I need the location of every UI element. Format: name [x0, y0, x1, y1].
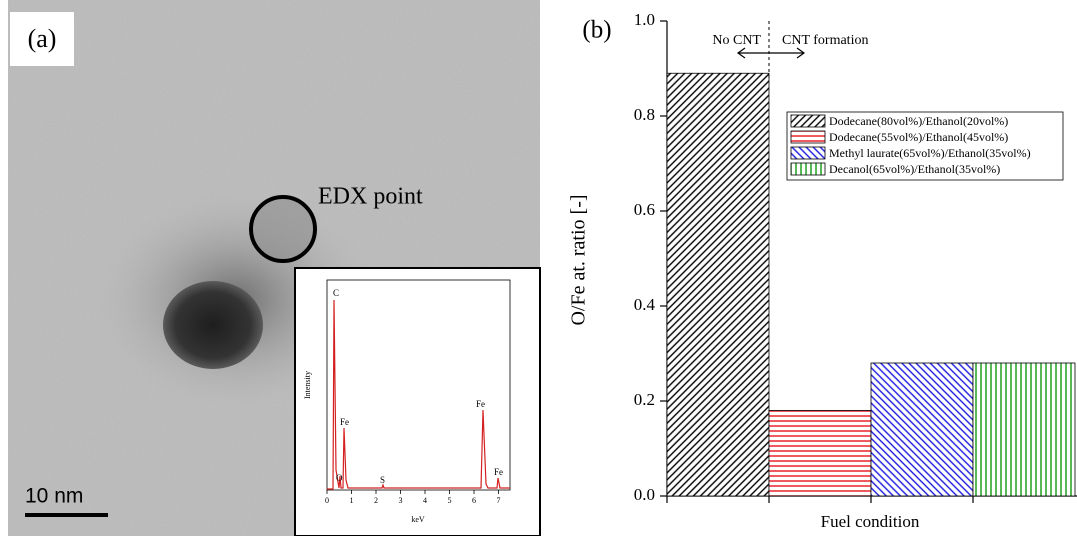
- inset-tick-label: 6: [472, 496, 476, 505]
- annotation: No CNT: [712, 33, 761, 48]
- x-axis-label: Fuel condition: [821, 512, 920, 531]
- inset-tick-label: 3: [399, 496, 403, 505]
- legend-box: [786, 111, 1064, 181]
- inset: Intensity keV C Fe O S Fe Fe 0 1 2 3 4 5 6 7: [294, 267, 541, 536]
- peak-label: Fe: [494, 467, 503, 477]
- inset-tick-label: 4: [423, 496, 427, 505]
- y-tick-label: 0.2: [634, 390, 655, 409]
- peak-label: Fe: [340, 417, 349, 427]
- legend-label: Methyl laurate(65vol%)/Ethanol(35vol%): [829, 146, 1031, 160]
- legend-label: Dodecane(80vol%)/Ethanol(20vol%): [829, 114, 1008, 128]
- y-tick-label: 0.0: [634, 485, 655, 504]
- legend-swatch: [790, 130, 826, 144]
- label-box: [10, 12, 74, 66]
- legend-label: Decanol(65vol%)/Ethanol(35vol%): [829, 162, 1000, 176]
- peak-label: S: [380, 475, 385, 485]
- peak-label: O: [336, 473, 343, 483]
- bar: [972, 362, 1076, 497]
- annotation: CNT formation: [782, 33, 868, 48]
- inset-x-label: keV: [411, 515, 425, 524]
- y-tick-label: 0.8: [634, 105, 655, 124]
- legend-swatch: [790, 146, 826, 160]
- legend-label: Dodecane(55vol%)/Ethanol(45vol%): [829, 130, 1008, 144]
- y-axis-label: O/Fe at. ratio [-]: [568, 194, 590, 325]
- bar: [666, 72, 770, 497]
- y-tick-label: 0.6: [634, 200, 655, 219]
- inset-y-label: Intensity: [303, 371, 312, 399]
- spectrum: [327, 299, 510, 490]
- panel-label: (b): [582, 17, 611, 44]
- inset-axis: 0 1 2 3 4 5 6 7: [325, 490, 501, 505]
- y-tick-label: 0.4: [634, 295, 656, 314]
- inset-tick-label: 0: [325, 496, 329, 505]
- legend-swatch: [790, 162, 826, 176]
- scale-label: 10 nm: [25, 485, 83, 508]
- peak-label: Fe: [476, 399, 485, 409]
- inset-tick-label: 2: [374, 496, 378, 505]
- inset-tick-label: 5: [448, 496, 452, 505]
- peak-label: C: [333, 288, 339, 298]
- tem-image: (a) EDX point 10 nm Intensity keV C Fe O…: [8, 0, 541, 536]
- inset-tick-label: 7: [497, 496, 501, 505]
- y-tick-label: 1.0: [634, 10, 655, 29]
- edx-circle: [249, 195, 317, 263]
- panel-label: (a): [28, 24, 57, 53]
- bar: [768, 410, 872, 497]
- annotation: EDX point: [318, 184, 423, 210]
- inset-tick-label: 1: [350, 496, 354, 505]
- bar: [870, 362, 974, 497]
- double-arrow: [736, 47, 806, 59]
- chart: (b) O/Fe at. ratio [-] Fuel condition 0.…: [568, 10, 1077, 531]
- legend-swatch: [790, 114, 826, 128]
